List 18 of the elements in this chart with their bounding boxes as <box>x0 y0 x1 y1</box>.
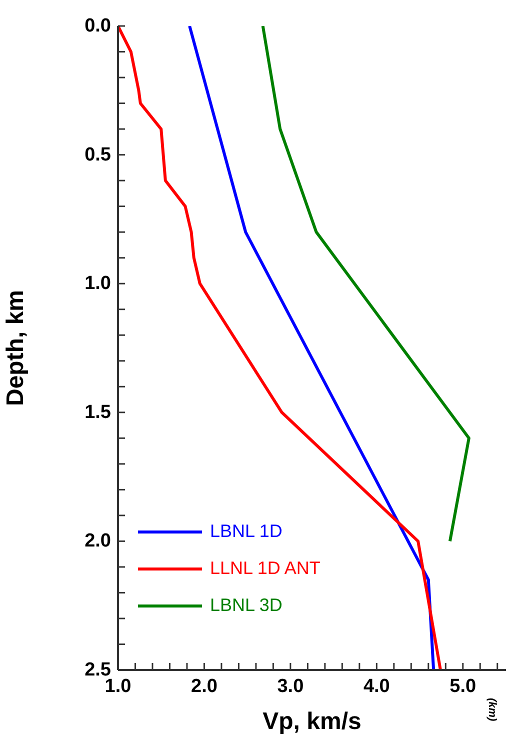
x-tick-label: 4.0 <box>363 676 390 697</box>
y-tick-label: 2.0 <box>84 530 111 552</box>
legend-label: LBNL 3D <box>210 595 282 616</box>
line-series <box>188 26 436 670</box>
y-tick-label: 0.5 <box>84 144 112 166</box>
y-tick-label: 1.5 <box>84 402 112 423</box>
line-series <box>261 26 470 543</box>
y-tick-label: 1.0 <box>84 273 111 294</box>
text: (km) <box>486 698 498 722</box>
y-axis-title: Depth, km <box>2 290 30 406</box>
x-tick-label: 2.0 <box>191 676 218 697</box>
x-tick-label: 5.0 <box>450 676 476 697</box>
x-tick-label: 3.0 <box>277 676 304 697</box>
legend-label: LLNL 1D ANT <box>210 558 320 579</box>
y-tick-label: 0.0 <box>84 16 111 36</box>
x-tick-label: 1.0 <box>104 676 132 697</box>
legend-label: LBNL 1D <box>210 521 282 542</box>
x-axis-title: Vp, km/s <box>262 708 362 735</box>
